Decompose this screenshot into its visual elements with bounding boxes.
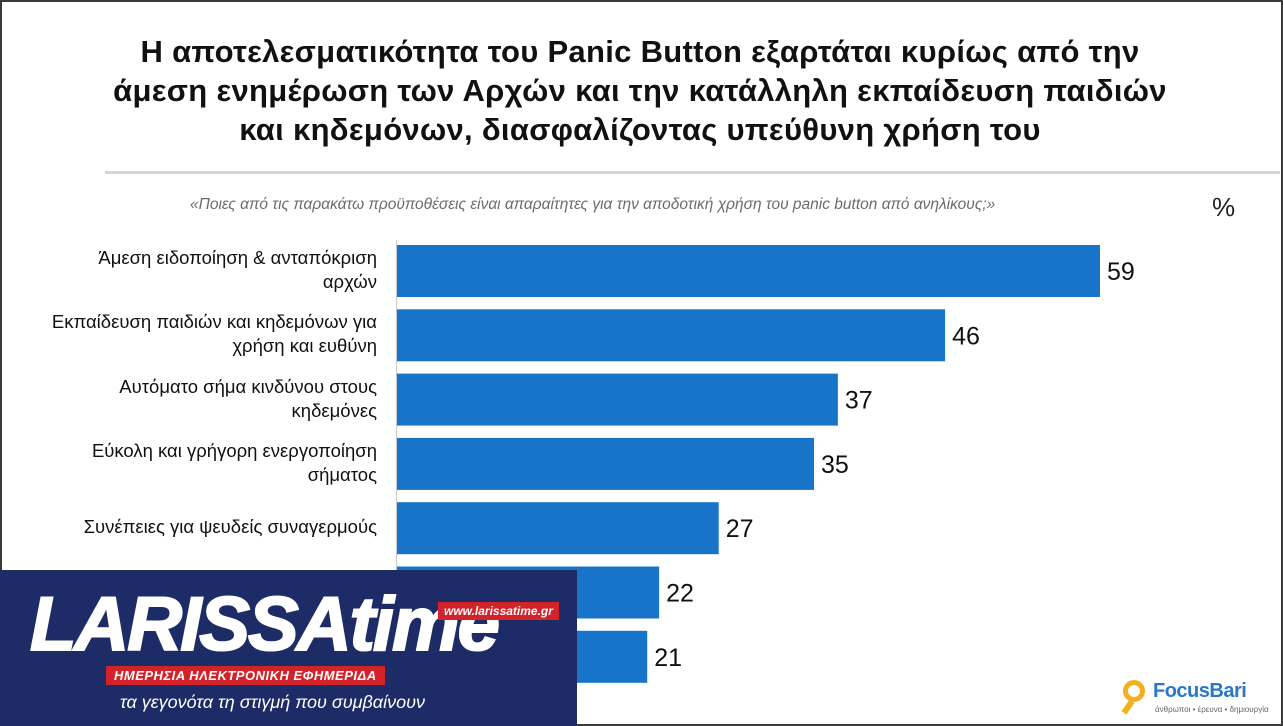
- category-label-line: Εύκολη και γρήγορη ενεργοποίηση: [91, 439, 377, 461]
- category-label-line: Εκπαίδευση παιδιών και κηδεμόνων για: [51, 311, 377, 333]
- category-label-line: Άμεση ειδοποίηση & ανταπόκριση: [98, 247, 377, 268]
- category-label-line: Αυτόματο σήμα κινδύνου στους: [119, 375, 377, 397]
- focusbari-slogan: άνθρωποι • έρευνα • δημιουργία: [1155, 705, 1269, 714]
- unit-label: %: [1212, 192, 1236, 222]
- magnifier-icon: [1123, 680, 1145, 702]
- category-label-line: Συνέπειες για ψευδείς συναγερμούς: [83, 516, 377, 538]
- category-label-line: χρήση και ευθύνη: [232, 335, 377, 357]
- focusbari-logo: FocusBari άνθρωποι • έρευνα • δημιουργία: [1121, 678, 1273, 718]
- category-label: Αυτόματο σήμα κινδύνου στους κηδεμόνες: [20, 375, 377, 423]
- category-axis-line: [396, 240, 397, 695]
- data-label: 37: [845, 387, 873, 415]
- logo-tagline: τα γεγονότα τη στιγμή που συμβαίνουν: [120, 692, 425, 712]
- category-label-line: κηδεμόνες: [291, 399, 377, 421]
- data-label: 27: [726, 515, 754, 543]
- category-label-line: αρχών: [322, 271, 377, 292]
- category-label: Συνέπειες για ψευδείς συναγερμούς: [20, 515, 377, 539]
- category-label-line: σήματος: [307, 463, 377, 485]
- category-label: Εκπαίδευση παιδιών και κηδεμόνων για χρήσ…: [20, 310, 377, 358]
- bar: [397, 309, 946, 362]
- title-line: και κηδεμόνων, διασφαλίζοντας υπεύθυνη χ…: [239, 112, 1041, 147]
- data-label: 46: [952, 322, 980, 350]
- bar: [397, 373, 838, 426]
- logo-subtitle: ΗΜΕΡΗΣΙΑ ΗΛΕΚΤΡΟΝΙΚΗ ΕΦΗΜΕΡΙΔΑ: [106, 666, 385, 685]
- logo-url: www.larissatime.gr: [438, 602, 559, 620]
- chart-title: Η αποτελεσματικότητα του Panic Button εξ…: [20, 32, 1260, 149]
- larissatime-logo: LARISSAtime www.larissatime.gr ΗΜΕΡΗΣΙΑ …: [0, 570, 577, 726]
- bar: [397, 437, 815, 490]
- category-label: Άμεση ειδοποίηση & ανταπόκριση αρχών: [20, 246, 377, 294]
- survey-question: «Ποιες από τις παρακάτω προϋποθέσεις είν…: [190, 196, 996, 213]
- logo-brand: LARISSAtime: [29, 581, 501, 668]
- data-label: 22: [666, 580, 694, 608]
- focusbari-name: FocusBari: [1153, 680, 1247, 702]
- title-line: Η αποτελεσματικότητα του Panic Button εξ…: [140, 34, 1140, 69]
- magnifier-handle: [1121, 699, 1135, 715]
- bar: [397, 245, 1100, 297]
- bar: [397, 502, 719, 555]
- data-label: 35: [821, 451, 849, 479]
- title-line: άμεση ενημέρωση των Αρχών και την κατάλλ…: [113, 73, 1167, 108]
- title-divider: [105, 171, 1280, 174]
- category-label: Εύκολη και γρήγορη ενεργοποίηση σήματος: [20, 439, 377, 487]
- data-label: 59: [1107, 258, 1135, 286]
- data-label: 21: [654, 644, 682, 672]
